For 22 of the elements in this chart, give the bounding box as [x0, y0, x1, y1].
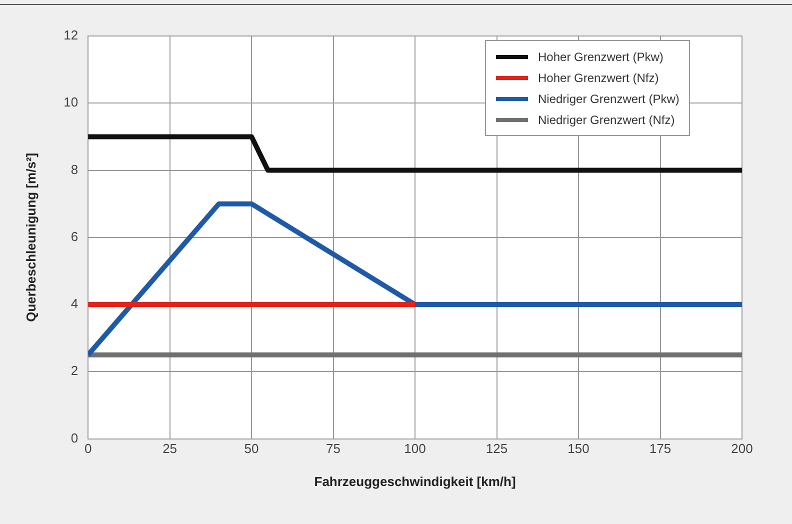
x-tick-label: 0 — [84, 441, 92, 456]
y-tick-label: 2 — [70, 363, 78, 378]
x-tick-label: 100 — [404, 441, 426, 456]
y-tick-label: 10 — [64, 94, 78, 110]
x-tick-label: 50 — [244, 441, 259, 456]
x-tick-label: 175 — [649, 441, 672, 456]
y-tick-label: 8 — [70, 162, 78, 177]
y-tick-label: 12 — [64, 28, 78, 43]
x-tick-label: 150 — [568, 441, 590, 456]
x-tick-label: 75 — [326, 441, 341, 456]
legend-label: Niedriger Grenzwert (Nfz) — [537, 112, 676, 128]
x-tick-label: 25 — [162, 441, 178, 456]
legend-label: Hoher Grenzwert (Nfz) — [537, 70, 660, 86]
legend-label: Niedriger Grenzwert (Pkw) — [537, 90, 680, 108]
y-tick-label: 6 — [70, 228, 78, 244]
legend-label: Hoher Grenzwert (Pkw) — [537, 48, 664, 66]
y-axis-title: Querbeschleunigung [m/s²] — [23, 152, 38, 322]
x-tick-label: 200 — [731, 441, 753, 456]
x-tick-label: 125 — [486, 441, 508, 456]
y-tick-label: 4 — [70, 296, 78, 312]
x-axis-title: Fahrzeuggeschwindigkeit [km/h] — [314, 474, 516, 489]
y-tick-label: 0 — [70, 430, 78, 446]
